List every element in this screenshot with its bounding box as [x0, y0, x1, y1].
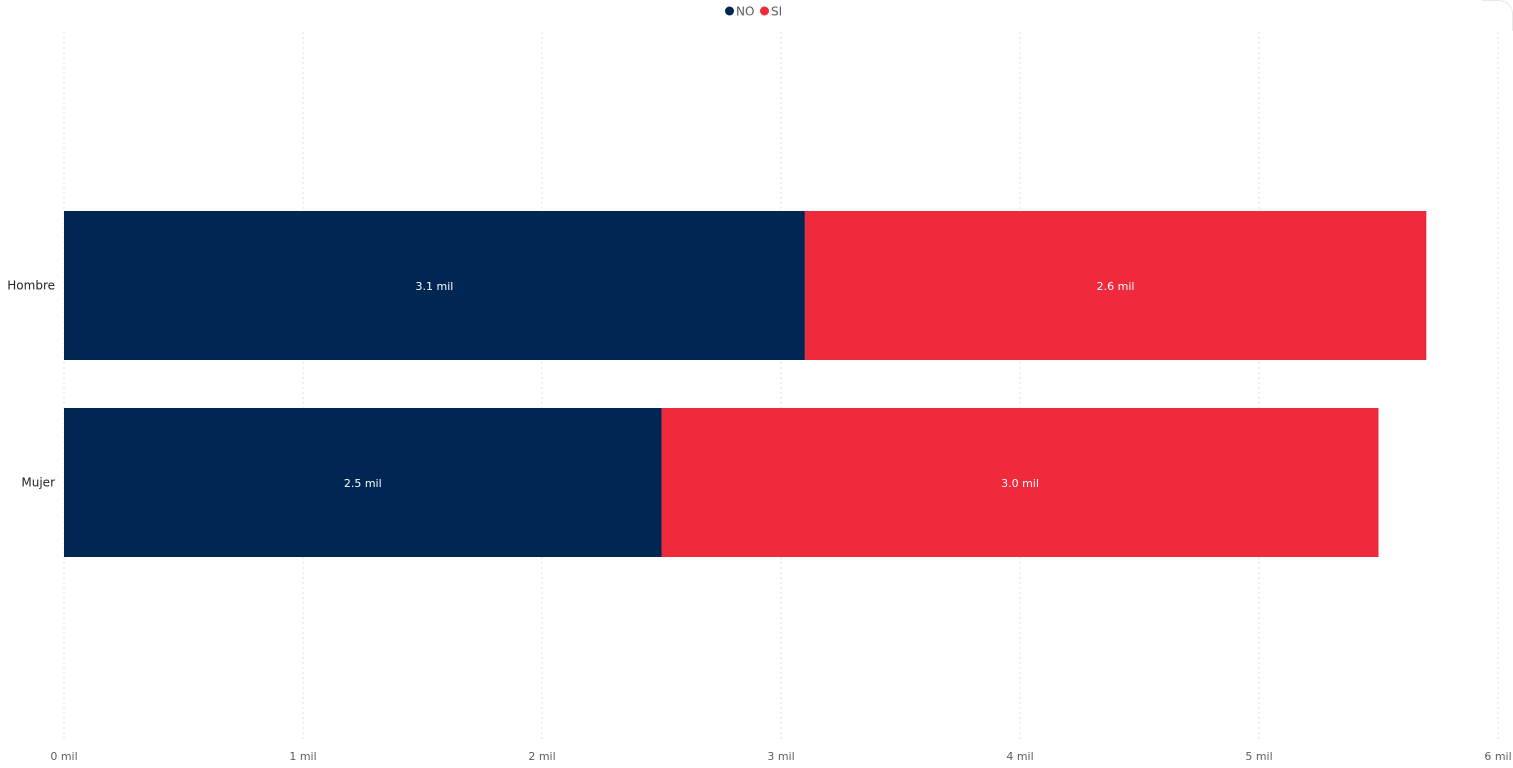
legend-marker — [760, 6, 769, 16]
data-labels: 3.1 mil 2.6 mil 2.5 mil 3.0 mil — [344, 280, 1135, 490]
x-tick-label: 0 mil — [50, 750, 77, 763]
x-tick-label: 3 mil — [767, 750, 794, 763]
legend-label: NO — [736, 5, 754, 19]
x-tick-label: 2 mil — [528, 750, 555, 763]
data-label: 2.5 mil — [344, 477, 382, 490]
legend-marker — [725, 6, 734, 16]
x-tick-label: 4 mil — [1006, 750, 1033, 763]
bars — [64, 211, 1427, 557]
x-tick-label: 1 mil — [289, 750, 316, 763]
legend-item-si[interactable]: SI — [760, 5, 782, 19]
bar-mujer-no[interactable] — [64, 408, 662, 557]
bar-mujer-si[interactable] — [661, 408, 1379, 557]
legend-item-no[interactable]: NO — [725, 5, 754, 19]
category-label-hombre: Hombre — [7, 279, 55, 293]
bar-hombre-no[interactable] — [64, 211, 805, 360]
data-label: 2.6 mil — [1097, 280, 1135, 293]
value-axis: 0 mil 1 mil 2 mil 3 mil 4 mil 5 mil 6 mil — [50, 750, 1511, 763]
category-axis: Hombre Mujer — [7, 279, 55, 490]
category-label-mujer: Mujer — [21, 476, 55, 490]
legend[interactable]: NO SI — [725, 5, 782, 19]
data-label: 3.1 mil — [416, 280, 454, 293]
gridlines — [63, 32, 1499, 740]
bar-hombre-si[interactable] — [804, 211, 1427, 360]
x-tick-label: 6 mil — [1484, 750, 1511, 763]
legend-label: SI — [771, 5, 782, 19]
data-label: 3.0 mil — [1001, 477, 1039, 490]
x-tick-label: 5 mil — [1245, 750, 1272, 763]
